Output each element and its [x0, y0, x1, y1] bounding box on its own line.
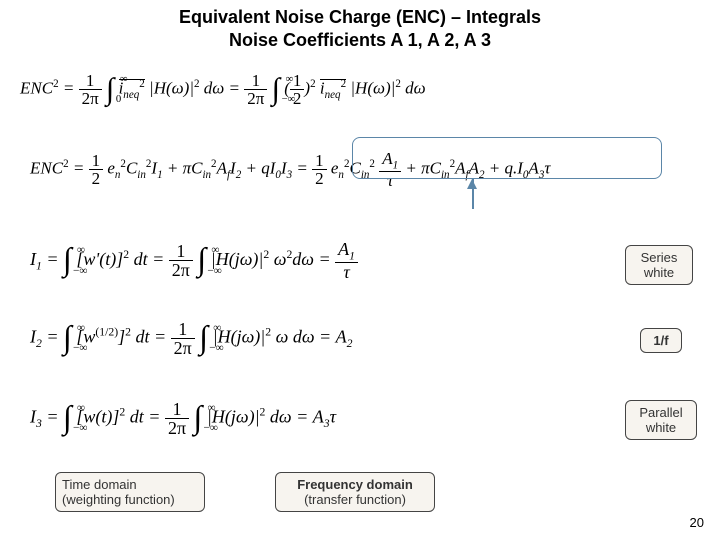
- label-freq-domain-l2: (transfer function): [304, 492, 406, 507]
- label-time-domain: Time domain (weighting function): [55, 472, 205, 512]
- label-freq-domain: Frequency domain (transfer function): [275, 472, 435, 512]
- label-parallel-white-l1: Parallel: [639, 405, 682, 420]
- slide-title: Equivalent Noise Charge (ENC) – Integral…: [0, 0, 720, 53]
- eq-i3: I3 = ∫∞−∞ [w(t)]2 dt = 12π ∫∞−∞ |H(jω)|2…: [30, 400, 336, 437]
- label-1f: 1/f: [640, 328, 682, 353]
- eq-i2: I2 = ∫∞−∞ [w(1/2)]2 dt = 12π ∫∞−∞ |H(jω)…: [30, 320, 353, 357]
- title-line-1: Equivalent Noise Charge (ENC) – Integral…: [179, 7, 541, 27]
- label-series-white-l2: white: [644, 265, 674, 280]
- label-parallel-white: Parallel white: [625, 400, 697, 440]
- callout-arrow-head: [467, 179, 477, 189]
- eq-enc-integral: ENC2 = 12π ∫∞0 ineq2 |H(ω)|2 dω = 12π ∫∞…: [20, 72, 426, 107]
- eq-i1: I1 = ∫∞−∞ [w'(t)]2 dt = 12π ∫∞−∞ |H(jω)|…: [30, 240, 358, 281]
- label-series-white: Series white: [625, 245, 693, 285]
- label-parallel-white-l2: white: [646, 420, 676, 435]
- page-number: 20: [690, 515, 704, 530]
- label-time-domain-l1: Time domain: [62, 477, 137, 492]
- title-line-2: Noise Coefficients A 1, A 2, A 3: [229, 30, 491, 50]
- label-freq-domain-l1: Frequency domain: [297, 477, 413, 492]
- label-time-domain-l2: (weighting function): [62, 492, 175, 507]
- callout-enc-decomposed: [352, 137, 662, 179]
- label-1f-text: 1/f: [653, 333, 668, 348]
- label-series-white-l1: Series: [641, 250, 678, 265]
